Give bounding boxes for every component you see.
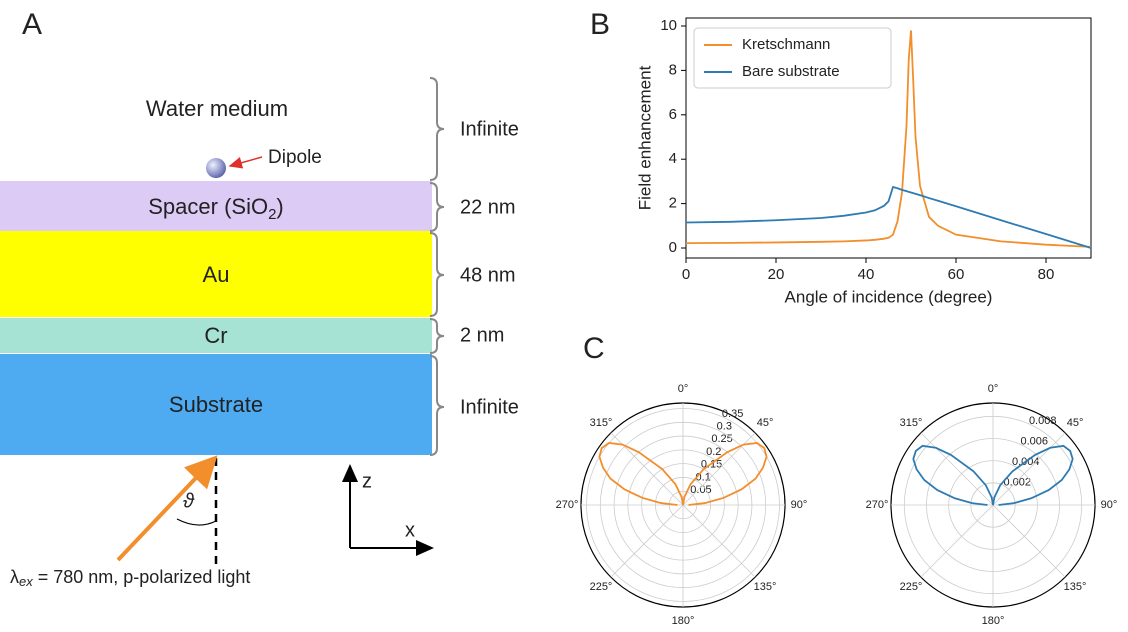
layer-label-text: Spacer (SiO <box>148 194 268 219</box>
spacer-layer <box>0 181 432 231</box>
r-tick-label: 0.008 <box>1029 415 1057 427</box>
y-tick-label: 0 <box>669 239 677 256</box>
theta-tick-label: 270° <box>866 499 889 511</box>
y-tick-label: 2 <box>669 195 677 212</box>
legend-box <box>693 27 892 89</box>
thickness-label: Infinite <box>460 118 519 140</box>
medium-label: Water medium <box>146 96 288 121</box>
layer-label-sub: 2 <box>268 206 276 223</box>
legend-label: Kretschmann <box>742 36 830 53</box>
thickness-label: 2 nm <box>460 324 504 346</box>
layer-label: Au <box>203 262 230 287</box>
theta-tick-label: 45° <box>1067 417 1084 429</box>
polar-line <box>912 444 1074 506</box>
r-tick-label: 0.05 <box>690 484 711 496</box>
light-arrow <box>116 455 218 562</box>
light-label-sub: ex <box>19 574 33 589</box>
x-tick-label: 60 <box>948 266 965 283</box>
r-tick-label: 0.006 <box>1020 435 1048 447</box>
dipole-icon <box>206 158 226 178</box>
theta-tick-label: 0° <box>988 383 999 395</box>
legend-label: Bare substrate <box>742 63 840 80</box>
plot-frame <box>685 17 1092 259</box>
layer-label: Spacer (SiO2) <box>148 194 284 223</box>
r-tick-label: 0.1 <box>696 471 711 483</box>
theta-tick-label: 180° <box>672 615 695 627</box>
x-tick-label: 40 <box>858 266 875 283</box>
x-tick-label: 80 <box>1038 266 1055 283</box>
thickness-label: Infinite <box>460 396 519 418</box>
theta-tick-label: 315° <box>900 417 923 429</box>
r-tick-label: 0.25 <box>711 433 732 445</box>
panel-label: A <box>22 8 42 41</box>
light-label: λex = 780 nm, p-polarized light <box>10 567 250 590</box>
theta-grid-line <box>920 432 994 506</box>
y-tick-label: 10 <box>660 17 677 34</box>
theta-grid-line <box>992 432 1066 506</box>
theta-tick-label: 135° <box>754 581 777 593</box>
theta-tick-label: 90° <box>1101 499 1118 511</box>
r-tick-label: 0.35 <box>722 408 743 420</box>
theta-grid-line <box>992 504 1066 578</box>
angle-arc <box>176 518 217 526</box>
theta-tick-label: 0° <box>678 383 689 395</box>
theta-tick-label: 45° <box>757 417 774 429</box>
theta-tick-label: 90° <box>791 499 808 511</box>
y-axis-label: Field enhancement <box>635 65 654 210</box>
r-tick-label: 0.3 <box>717 420 732 432</box>
theta-tick-label: 270° <box>556 499 579 511</box>
theta-tick-label: 225° <box>590 581 613 593</box>
thickness-label: 22 nm <box>460 196 516 218</box>
panel-label: C <box>583 332 605 365</box>
series-line <box>685 185 1092 249</box>
x-tick-label: 0 <box>682 266 690 283</box>
theta-grid-line <box>920 504 994 578</box>
substrate-layer <box>0 354 432 455</box>
r-tick-label: 0.2 <box>706 446 721 458</box>
light-label-text: = 780 nm, p-polarized light <box>33 567 251 587</box>
layer-stack <box>0 181 432 455</box>
y-tick-label: 8 <box>669 61 677 78</box>
axis-label: z <box>362 470 372 492</box>
panel-label: B <box>590 8 610 41</box>
r-tick-label: 0.002 <box>1003 476 1031 488</box>
axis-label: x <box>405 519 415 541</box>
theta-grid-line <box>682 504 756 578</box>
braces <box>429 77 445 456</box>
dipole-arrow <box>228 156 263 169</box>
x-tick-label: 20 <box>768 266 785 283</box>
theta-tick-label: 135° <box>1064 581 1087 593</box>
au-layer <box>0 231 432 317</box>
layer-label-text: ) <box>276 194 283 219</box>
x-axis-label: Angle of incidence (degree) <box>785 287 993 306</box>
series-line <box>685 30 1092 248</box>
cr-layer <box>0 318 432 353</box>
layer-label: Substrate <box>169 392 263 417</box>
layer-label: Cr <box>204 323 227 348</box>
polar-line <box>598 442 768 506</box>
light-label-text: λ <box>10 567 19 587</box>
theta-grid-line <box>610 504 684 578</box>
theta-tick-label: 180° <box>982 615 1005 627</box>
dipole-label: Dipole <box>268 147 322 168</box>
angle-label: ϑ <box>183 490 195 512</box>
thickness-label: 48 nm <box>460 264 516 286</box>
y-tick-label: 4 <box>669 150 677 167</box>
y-tick-label: 6 <box>669 106 677 123</box>
theta-tick-label: 225° <box>900 581 923 593</box>
theta-tick-label: 315° <box>590 417 613 429</box>
